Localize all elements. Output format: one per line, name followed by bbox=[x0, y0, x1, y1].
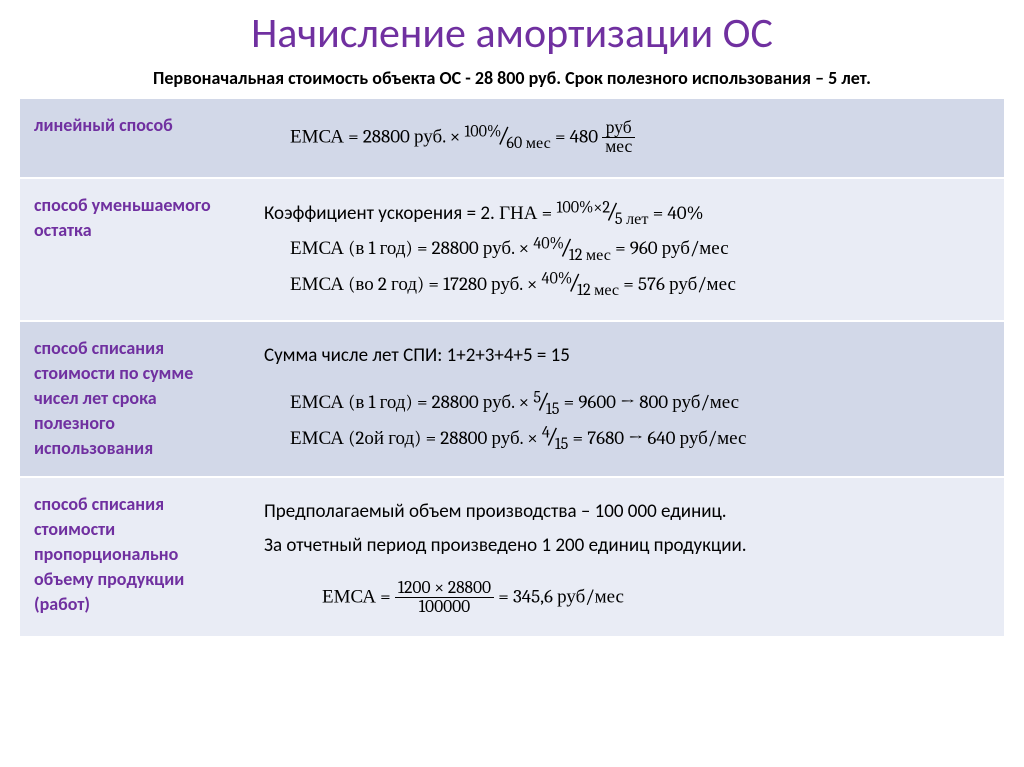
fraction: 1200 × 28800 100000 bbox=[395, 579, 494, 617]
method-content: ЕМСА = 28800 руб. × 100%∕60 мес = 480 ру… bbox=[250, 99, 1004, 178]
formula-text: ЕМСА (2ой год) = 28800 руб. × bbox=[290, 427, 538, 449]
formula-text: ЕМСА (во 2 год) = 17280 руб. × bbox=[290, 273, 537, 295]
method-label: линейный способ bbox=[20, 99, 250, 178]
method-content: Предполагаемый объем производства – 100 … bbox=[250, 477, 1004, 638]
fraction: 4∕15 bbox=[542, 425, 568, 453]
method-content: Коэффициент ускорения = 2. ГНА = 100%×2∕… bbox=[250, 178, 1004, 321]
table-row: способ списания стоимости по сумме чисел… bbox=[20, 321, 1004, 477]
fraction: 100%∕60 мес bbox=[464, 124, 550, 152]
intro-text: За отчетный период произведено 1 200 еди… bbox=[264, 532, 990, 561]
formula-text: = 40% bbox=[653, 202, 704, 224]
method-content: Сумма числе лет СПИ: 1+2+3+4+5 = 15 ЕМСА… bbox=[250, 321, 1004, 477]
method-label: способ списания стоимости пропорциональн… bbox=[20, 477, 250, 638]
formula-text: ЕМСА (в 1 год) = 28800 руб. × bbox=[290, 391, 529, 413]
fraction: 40%∕12 мес bbox=[542, 271, 620, 299]
methods-table: линейный способ ЕМСА = 28800 руб. × 100%… bbox=[20, 99, 1004, 638]
intro-text: Коэффициент ускорения = 2. bbox=[264, 202, 499, 225]
formula-text: = 960 руб/мес bbox=[615, 237, 729, 259]
method-label: способ уменьшаемого остатка bbox=[20, 178, 250, 321]
fraction: 5∕15 bbox=[533, 390, 559, 418]
table-row: способ списания стоимости пропорциональн… bbox=[20, 477, 1004, 638]
formula-text: = 576 руб/мес bbox=[623, 273, 736, 295]
formula-text: = 9600 → 800 руб/мес bbox=[564, 391, 739, 413]
formula-text: = 345,6 руб/мес bbox=[498, 585, 624, 607]
formula-text: ГНА = bbox=[499, 202, 552, 224]
formula-text: = 7680 → 640 руб/мес bbox=[573, 427, 747, 449]
intro-text: Сумма числе лет СПИ: 1+2+3+4+5 = 15 bbox=[264, 342, 990, 371]
formula-text: = 480 bbox=[555, 125, 598, 147]
formula-text: ЕМСА (в 1 год) = 28800 руб. × bbox=[290, 237, 529, 259]
fraction: 40%∕12 мес bbox=[533, 236, 611, 264]
intro-text: Предполагаемый объем производства – 100 … bbox=[264, 498, 990, 527]
method-label: способ списания стоимости по сумме чисел… bbox=[20, 321, 250, 477]
fraction: 100%×2∕5 лет bbox=[557, 200, 649, 228]
formula-text: ЕМСА = bbox=[322, 585, 391, 607]
page-title: Начисление амортизации ОС bbox=[20, 8, 1004, 59]
subtitle: Первоначальная стоимость объекта ОС - 28… bbox=[20, 67, 1004, 89]
formula-text: ЕМСА = 28800 руб. × bbox=[290, 125, 460, 147]
table-row: способ уменьшаемого остатка Коэффициент … bbox=[20, 178, 1004, 321]
fraction: руб мес bbox=[602, 119, 635, 157]
table-row: линейный способ ЕМСА = 28800 руб. × 100%… bbox=[20, 99, 1004, 178]
